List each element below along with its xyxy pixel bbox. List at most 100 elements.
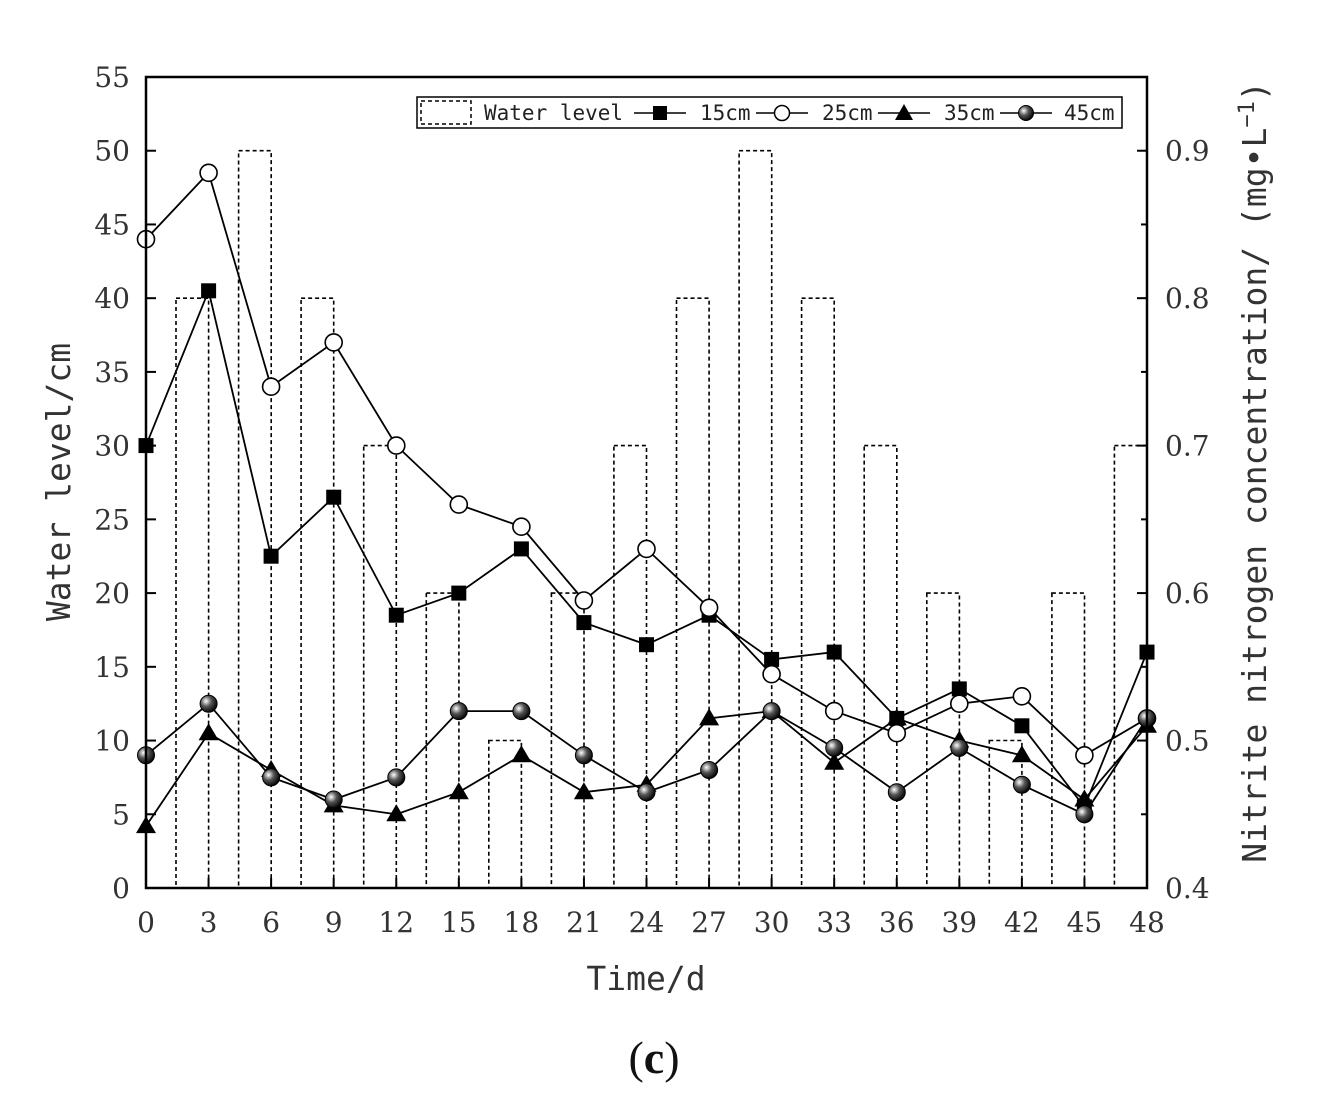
marker-15cm [263,548,279,564]
y-left-tick-label: 40 [94,282,130,315]
water-level-bar [675,297,710,888]
y-right-tick-label: 0.6 [1165,577,1210,610]
marker-25cm [1012,686,1032,706]
marker-25cm [386,436,406,455]
marker-25cm [449,495,469,514]
marker-35cm [198,723,219,741]
marker-15cm [388,607,404,623]
y-axis-left-title: Water level/cm [39,343,78,621]
y-left-tick-label: 5 [112,798,130,831]
water-level-bar [300,297,335,888]
water-level-bar [362,444,398,888]
marker-25cm [324,333,344,352]
marker-45cm [950,738,969,757]
y-right-tick-label: 0.5 [1165,725,1210,758]
y-right-tick-label: 0.9 [1165,135,1210,168]
y-axis-right-title: Nitrite nitrogen concentration/ (mg•L−1) [1235,81,1274,862]
y-right-tick-label: 0.7 [1165,430,1210,463]
y-left-tick-label: 50 [94,135,130,168]
legend-label-15cm: 15cm [700,101,751,125]
marker-15cm [451,585,467,601]
water-level-bar [863,444,898,888]
marker-25cm [887,723,907,743]
x-tick-label: 30 [754,906,790,939]
y-left-tick-label: 0 [112,872,130,905]
marker-15cm [513,541,529,557]
x-tick-label: 24 [629,906,665,939]
marker-15cm [826,644,842,660]
y-left-tick-label: 15 [94,651,130,684]
x-tick-label: 0 [137,906,155,939]
y-left-tick-label: 30 [94,430,130,463]
marker-25cm [949,694,969,714]
y-right-tick-label: 0.8 [1165,282,1210,315]
legend-label-45cm: 45cm [1064,101,1115,125]
water-level-bar [1113,444,1147,888]
marker-35cm [448,782,469,800]
water-level-bar [800,297,835,888]
concentration-markers [136,163,1157,834]
y-right-tick-label: 0.4 [1165,872,1210,905]
y-left-tick-label: 35 [94,356,130,389]
water-level-bar [613,444,648,888]
x-tick-label: 21 [566,906,602,939]
x-tick-label: 39 [941,906,977,939]
marker-15cm [639,637,654,653]
panel-letter: c [644,1032,664,1083]
x-tick-label: 33 [816,906,852,939]
x-axis-title: Time/d [586,959,705,998]
legend-swatch-water-level [420,100,472,125]
marker-15cm [326,489,342,505]
marker-45cm [887,783,906,802]
marker-15cm [764,651,780,667]
y-left-tick-label: 45 [94,208,130,241]
marker-25cm [824,701,844,721]
y-axis-right-title-tail: ) [1235,81,1274,101]
marker-25cm [762,664,781,684]
x-tick-label: 27 [691,906,727,939]
y-left-tick-label: 20 [94,577,130,610]
legend-marker-15cm [653,106,667,120]
x-axis: 0 3 6 9 12 15 18 21 24 27 30 33 36 39 42 45 48 [137,878,1165,939]
x-tick-label: 48 [1129,906,1165,939]
marker-35cm [886,708,907,726]
x-tick-label: 18 [504,906,540,939]
marker-45cm [637,783,656,802]
marker-45cm [449,702,468,721]
marker-15cm [576,615,592,631]
marker-45cm [1075,805,1094,824]
marker-25cm [699,598,719,618]
y-axis-right-title-main: Nitrite nitrogen concentration/ (mg•L [1235,128,1274,863]
legend-marker-25cm [773,104,791,122]
water-level-bar [487,739,523,888]
water-level-bar [550,592,585,888]
panel-label: (c) [628,1032,679,1083]
marker-25cm [1075,745,1094,765]
x-tick-label: 45 [1067,906,1103,939]
marker-25cm [261,377,281,397]
marker-45cm [762,702,781,721]
y-axis-right-title-sup: −1 [1235,101,1260,128]
x-tick-label: 6 [262,906,280,939]
y-axis-right: 0.4 0.5 0.6 0.7 0.8 0.9 [1137,135,1210,905]
legend-label-35cm: 35cm [944,101,995,125]
marker-35cm [1074,789,1095,807]
x-tick-label: 36 [879,906,915,939]
marker-35cm [573,782,594,800]
legend-label-25cm: 25cm [822,101,873,125]
legend-marker-35cm [895,104,913,120]
legend-marker-45cm [1018,105,1034,121]
marker-45cm [1012,775,1031,794]
marker-25cm [512,517,531,537]
marker-35cm [824,752,845,770]
marker-35cm [511,745,532,763]
marker-15cm [201,283,217,299]
legend-label-water-level: Water level [484,101,623,125]
marker-15cm [1014,718,1030,734]
marker-25cm [199,163,218,183]
marker-45cm [574,746,593,765]
y-axis-left: 0 5 10 15 20 25 30 35 40 45 50 55 [94,61,156,905]
marker-45cm [387,768,406,787]
water-level-bar [175,297,210,888]
